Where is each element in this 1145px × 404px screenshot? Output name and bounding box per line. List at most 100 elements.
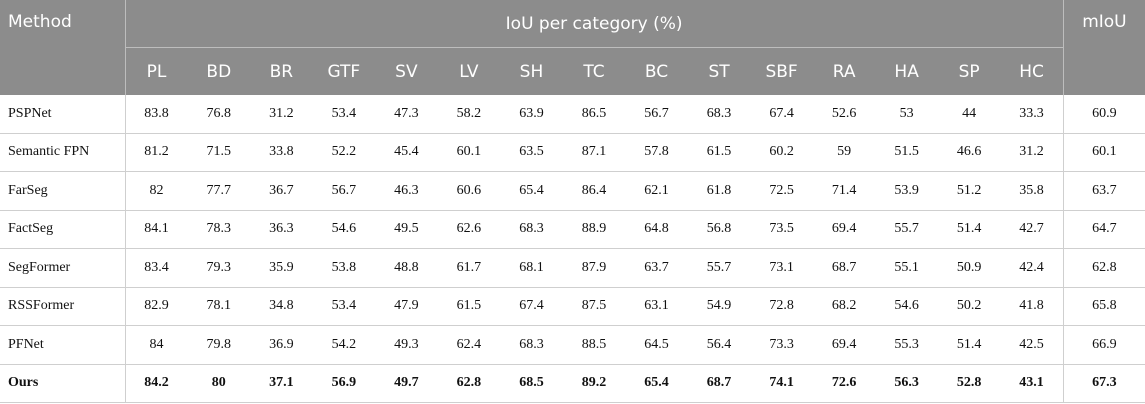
value-cell: 84.1 — [125, 210, 188, 249]
category-header: HA — [875, 47, 938, 95]
value-cell: 68.1 — [500, 248, 563, 288]
category-header: BC — [625, 47, 688, 95]
method-cell: RSSFormer — [0, 287, 126, 326]
value-cell: 53.4 — [312, 287, 376, 326]
method-cell: SegFormer — [0, 248, 126, 288]
miou-header: mIoU — [1062, 0, 1145, 95]
value-cell: 83.4 — [125, 248, 188, 288]
value-cell: 45.4 — [375, 133, 438, 172]
miou-cell: 65.8 — [1062, 287, 1145, 326]
category-header: RA — [812, 47, 876, 95]
value-cell: 53.4 — [312, 95, 376, 134]
value-cell: 56.4 — [687, 325, 751, 365]
value-cell: 49.3 — [375, 325, 438, 365]
value-cell: 72.8 — [750, 287, 813, 326]
value-cell: 54.2 — [312, 325, 376, 365]
value-cell: 68.2 — [812, 287, 876, 326]
value-cell: 82 — [125, 171, 188, 211]
value-cell: 59 — [812, 133, 876, 172]
value-cell: 44 — [937, 95, 1001, 134]
value-cell: 71.4 — [812, 171, 876, 211]
value-cell: 52.6 — [812, 95, 876, 134]
category-header: GTF — [312, 47, 376, 95]
value-cell: 52.8 — [937, 364, 1001, 403]
value-cell: 86.4 — [562, 171, 626, 211]
miou-cell: 60.1 — [1062, 133, 1145, 172]
value-cell: 68.7 — [687, 364, 751, 403]
value-cell: 60.6 — [437, 171, 501, 211]
value-cell: 81.2 — [125, 133, 188, 172]
value-cell: 62.4 — [437, 325, 501, 365]
value-cell: 60.1 — [437, 133, 501, 172]
value-cell: 77.7 — [187, 171, 251, 211]
value-cell: 42.5 — [1000, 325, 1064, 365]
table-row: SegFormer 83.4 79.3 35.9 53.8 48.8 61.7 68.1 87.… — [0, 248, 1145, 288]
value-cell: 51.2 — [937, 171, 1001, 211]
value-cell: 53.8 — [312, 248, 376, 288]
value-cell: 87.9 — [562, 248, 626, 288]
value-cell: 42.7 — [1000, 210, 1064, 249]
value-cell: 46.6 — [937, 133, 1001, 172]
value-cell: 60.2 — [750, 133, 813, 172]
method-cell: FarSeg — [0, 171, 126, 211]
value-cell: 64.8 — [625, 210, 688, 249]
value-cell: 31.2 — [1000, 133, 1064, 172]
category-header: LV — [437, 47, 501, 95]
category-header: TC — [562, 47, 626, 95]
value-cell: 68.3 — [687, 95, 751, 134]
value-cell: 78.3 — [187, 210, 251, 249]
value-cell: 57.8 — [625, 133, 688, 172]
value-cell: 55.7 — [875, 210, 938, 249]
value-cell: 52.2 — [312, 133, 376, 172]
value-cell: 68.3 — [500, 210, 563, 249]
value-cell: 79.3 — [187, 248, 251, 288]
value-cell: 58.2 — [437, 95, 501, 134]
value-cell: 67.4 — [750, 95, 813, 134]
category-header: ST — [687, 47, 751, 95]
value-cell: 65.4 — [625, 364, 688, 403]
value-cell: 87.1 — [562, 133, 626, 172]
value-cell: 56.7 — [312, 171, 376, 211]
method-cell: Ours — [0, 364, 126, 403]
value-cell: 48.8 — [375, 248, 438, 288]
value-cell: 55.7 — [687, 248, 751, 288]
value-cell: 68.5 — [500, 364, 563, 403]
value-cell: 56.8 — [687, 210, 751, 249]
value-cell: 56.3 — [875, 364, 938, 403]
value-cell: 35.9 — [250, 248, 313, 288]
value-cell: 88.5 — [562, 325, 626, 365]
value-cell: 49.5 — [375, 210, 438, 249]
value-cell: 61.5 — [687, 133, 751, 172]
category-header: SH — [500, 47, 563, 95]
value-cell: 63.5 — [500, 133, 563, 172]
value-cell: 33.3 — [1000, 95, 1064, 134]
value-cell: 50.9 — [937, 248, 1001, 288]
category-header: HC — [1000, 47, 1064, 95]
value-cell: 73.3 — [750, 325, 813, 365]
table-row: FarSeg 82 77.7 36.7 56.7 46.3 60.6 65.4 86.4 62.1… — [0, 171, 1145, 211]
method-cell: FactSeg — [0, 210, 126, 249]
value-cell: 88.9 — [562, 210, 626, 249]
value-cell: 82.9 — [125, 287, 188, 326]
value-cell: 54.9 — [687, 287, 751, 326]
value-cell: 87.5 — [562, 287, 626, 326]
value-cell: 68.3 — [500, 325, 563, 365]
value-cell: 69.4 — [812, 210, 876, 249]
value-cell: 56.9 — [312, 364, 376, 403]
value-cell: 67.4 — [500, 287, 563, 326]
method-header: Method — [0, 0, 125, 95]
value-cell: 46.3 — [375, 171, 438, 211]
value-cell: 51.5 — [875, 133, 938, 172]
value-cell: 42.4 — [1000, 248, 1064, 288]
value-cell: 78.1 — [187, 287, 251, 326]
value-cell: 63.7 — [625, 248, 688, 288]
value-cell: 73.1 — [750, 248, 813, 288]
value-cell: 56.7 — [625, 95, 688, 134]
value-cell: 65.4 — [500, 171, 563, 211]
table-row: Semantic FPN 81.2 71.5 33.8 52.2 45.4 60.1 63.5… — [0, 133, 1145, 172]
miou-cell: 63.7 — [1062, 171, 1145, 211]
method-cell: PSPNet — [0, 95, 126, 134]
miou-cell: 64.7 — [1062, 210, 1145, 249]
value-cell: 68.7 — [812, 248, 876, 288]
